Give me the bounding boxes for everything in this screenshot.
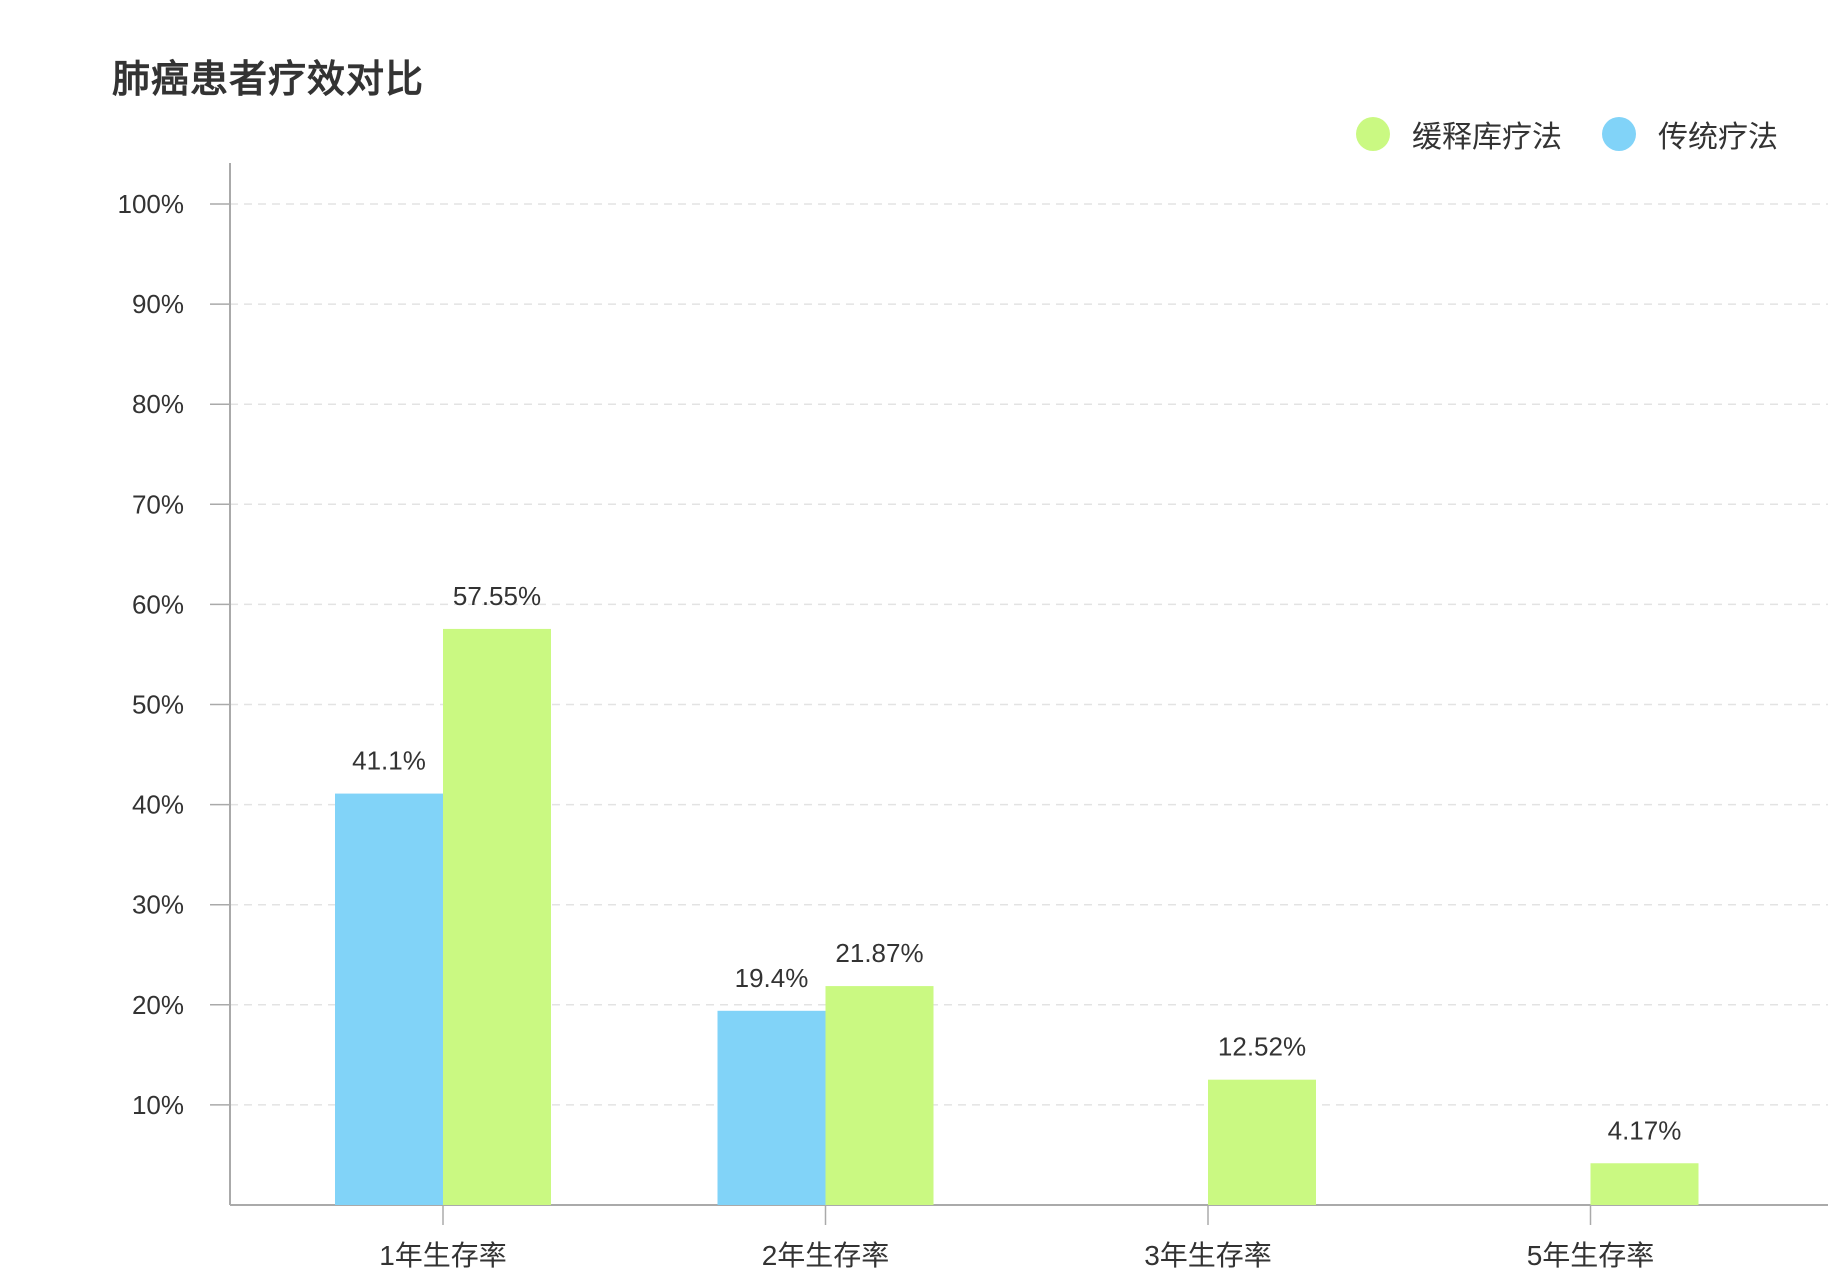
- legend-item-traditional[interactable]: 传统疗法: [1602, 112, 1778, 156]
- legend-swatch-slow-release: [1356, 117, 1390, 151]
- y-tick-label: 70%: [132, 489, 184, 519]
- y-tick-label: 90%: [132, 289, 184, 319]
- data-label: 21.87%: [835, 938, 923, 968]
- x-tick-label: 5年生存率: [1527, 1240, 1655, 1271]
- bar-traditional: [717, 1010, 826, 1205]
- legend: 缓释库疗法 传统疗法: [1316, 112, 1778, 156]
- bar-traditional: [335, 793, 443, 1205]
- data-label: 41.1%: [352, 746, 426, 776]
- legend-label-traditional: 传统疗法: [1658, 120, 1778, 155]
- y-tick-label: 80%: [132, 389, 184, 419]
- x-tick-label: 3年生存率: [1144, 1240, 1272, 1271]
- y-tick-label: 10%: [132, 1090, 184, 1120]
- chart-title: 肺癌患者疗效对比: [112, 57, 425, 101]
- y-tick-label: 20%: [132, 990, 184, 1020]
- y-tick-label: 40%: [132, 790, 184, 820]
- y-tick-label: 60%: [132, 589, 184, 619]
- y-tick-label: 100%: [118, 189, 185, 219]
- bar-slow-release: [825, 986, 934, 1205]
- data-label: 12.52%: [1218, 1032, 1306, 1062]
- x-tick-label: 2年生存率: [762, 1240, 890, 1271]
- bar-slow-release: [443, 628, 551, 1205]
- legend-item-slow-release[interactable]: 缓释库疗法: [1356, 112, 1562, 156]
- bar-slow-release: [1208, 1079, 1316, 1205]
- data-label: 19.4%: [735, 963, 809, 993]
- y-tick-label: 30%: [132, 890, 184, 920]
- legend-swatch-traditional: [1602, 117, 1636, 151]
- data-label: 57.55%: [453, 581, 541, 611]
- legend-label-slow-release: 缓释库疗法: [1412, 120, 1562, 155]
- y-tick-label: 50%: [132, 690, 184, 720]
- x-tick-label: 1年生存率: [379, 1240, 507, 1271]
- data-label: 4.17%: [1608, 1115, 1682, 1145]
- bar-slow-release: [1590, 1163, 1699, 1205]
